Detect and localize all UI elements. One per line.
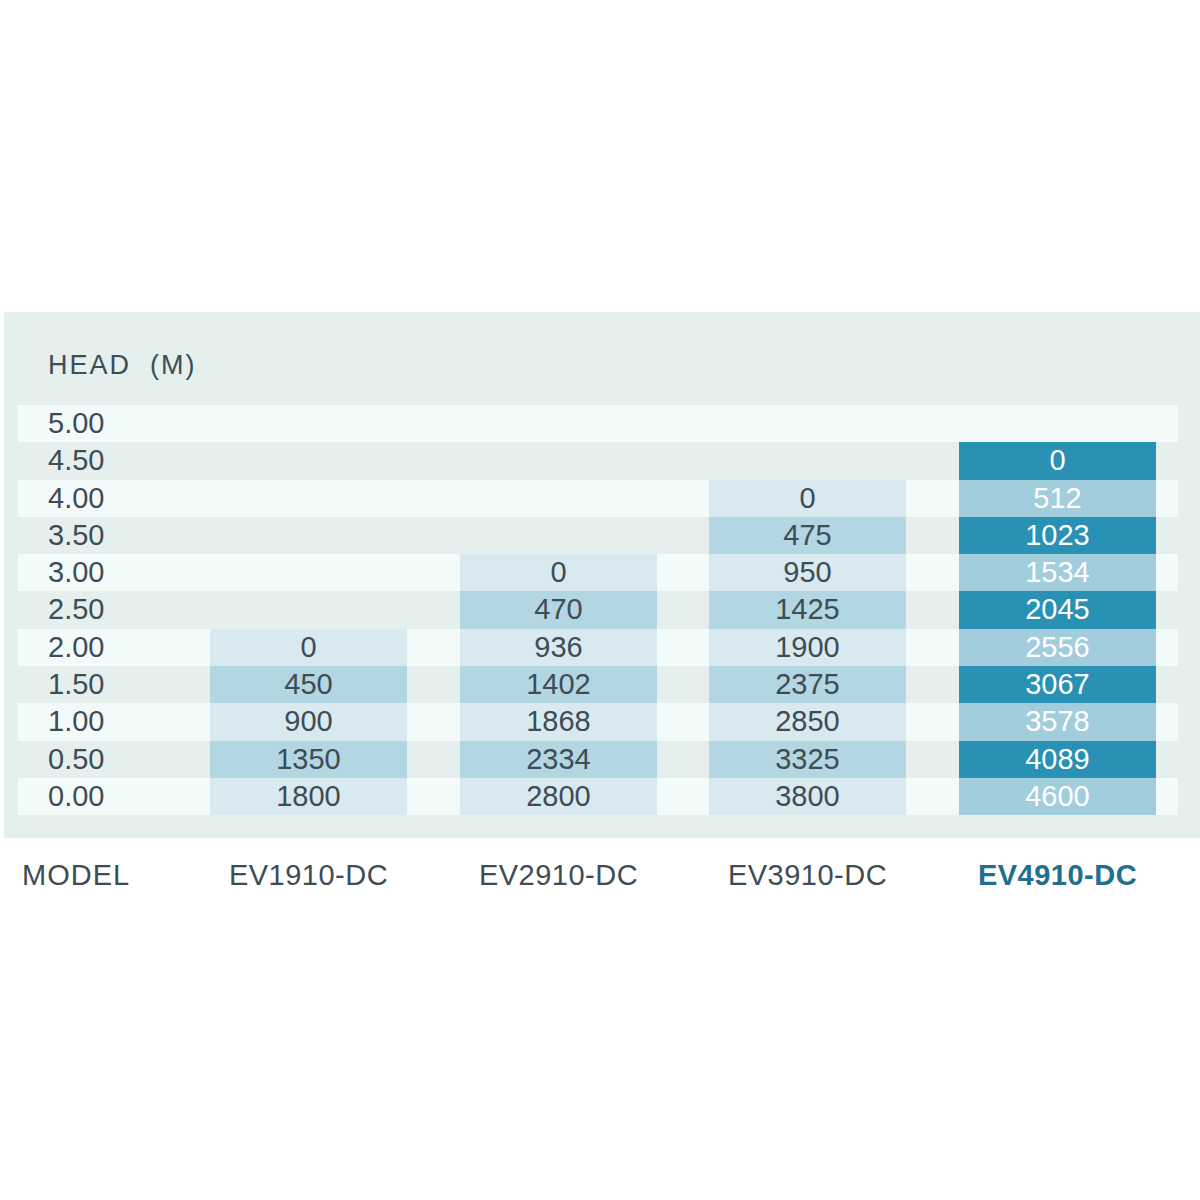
flow-cell: 1402 xyxy=(460,666,657,703)
model-row-label: MODEL xyxy=(22,852,130,898)
head-value: 3.00 xyxy=(48,554,198,591)
table-row: 2.00 0 936 1900 2556 xyxy=(4,629,1200,666)
model-name-ev3910-dc: EV3910-DC xyxy=(709,852,906,898)
table-row: 4.00 0 512 xyxy=(4,480,1200,517)
table-row: 2.50 470 1425 2045 xyxy=(4,591,1200,628)
flow-cell: 1900 xyxy=(709,629,906,666)
flow-cell: 1800 xyxy=(210,778,407,815)
head-value: 2.50 xyxy=(48,591,198,628)
flow-cell: 4600 xyxy=(959,778,1156,815)
table-row: 4.50 0 xyxy=(4,442,1200,479)
flow-cell: 950 xyxy=(709,554,906,591)
flow-cell: 512 xyxy=(959,480,1156,517)
flow-cell: 2800 xyxy=(460,778,657,815)
flow-cell: 4089 xyxy=(959,741,1156,778)
flow-cell: 3325 xyxy=(709,741,906,778)
head-value: 0.00 xyxy=(48,778,198,815)
flow-cell: 1350 xyxy=(210,741,407,778)
flow-cell: 3067 xyxy=(959,666,1156,703)
model-name-ev4910-dc: EV4910-DC xyxy=(959,852,1156,898)
flow-cell: 450 xyxy=(210,666,407,703)
flow-cell: 3578 xyxy=(959,703,1156,740)
model-name-ev2910-dc: EV2910-DC xyxy=(460,852,657,898)
flow-cell: 2850 xyxy=(709,703,906,740)
table-row: 1.50 450 1402 2375 3067 xyxy=(4,666,1200,703)
head-value: 2.00 xyxy=(48,629,198,666)
head-value: 1.50 xyxy=(48,666,198,703)
flow-cell: 475 xyxy=(709,517,906,554)
head-axis-label: HEAD (M) xyxy=(48,350,197,381)
table-row: 3.00 0 950 1534 xyxy=(4,554,1200,591)
model-row: MODEL EV1910-DC EV2910-DC EV3910-DC EV4910-… xyxy=(4,852,1200,898)
flow-cell: 470 xyxy=(460,591,657,628)
head-value: 3.50 xyxy=(48,517,198,554)
head-value: 1.00 xyxy=(48,703,198,740)
flow-cell: 0 xyxy=(460,554,657,591)
flow-cell: 0 xyxy=(210,629,407,666)
flow-cell: 0 xyxy=(959,442,1156,479)
head-value: 4.50 xyxy=(48,442,198,479)
flow-cell: 2045 xyxy=(959,591,1156,628)
flow-cell: 2375 xyxy=(709,666,906,703)
head-value: 5.00 xyxy=(48,405,198,442)
pump-flow-table-panel: HEAD (M) 5.004.5004.0005123.5047510233.0… xyxy=(4,312,1200,838)
flow-cell: 3800 xyxy=(709,778,906,815)
head-value: 4.00 xyxy=(48,480,198,517)
flow-cell: 0 xyxy=(709,480,906,517)
flow-cell: 1023 xyxy=(959,517,1156,554)
table-rows: 5.004.5004.0005123.5047510233.0009501534… xyxy=(4,405,1200,815)
head-value: 0.50 xyxy=(48,741,198,778)
page: HEAD (M) 5.004.5004.0005123.5047510233.0… xyxy=(0,0,1200,1200)
flow-cell: 2556 xyxy=(959,629,1156,666)
flow-cell: 1425 xyxy=(709,591,906,628)
flow-cell: 900 xyxy=(210,703,407,740)
table-row: 3.50 475 1023 xyxy=(4,517,1200,554)
flow-cell: 1868 xyxy=(460,703,657,740)
table-row: 1.00 900 1868 2850 3578 xyxy=(4,703,1200,740)
flow-cell: 2334 xyxy=(460,741,657,778)
model-name-ev1910-dc: EV1910-DC xyxy=(210,852,407,898)
table-row: 5.00 xyxy=(4,405,1200,442)
table-row: 0.50 1350 2334 3325 4089 xyxy=(4,741,1200,778)
flow-cell: 936 xyxy=(460,629,657,666)
flow-cell: 1534 xyxy=(959,554,1156,591)
table-row: 0.00 1800 2800 3800 4600 xyxy=(4,778,1200,815)
